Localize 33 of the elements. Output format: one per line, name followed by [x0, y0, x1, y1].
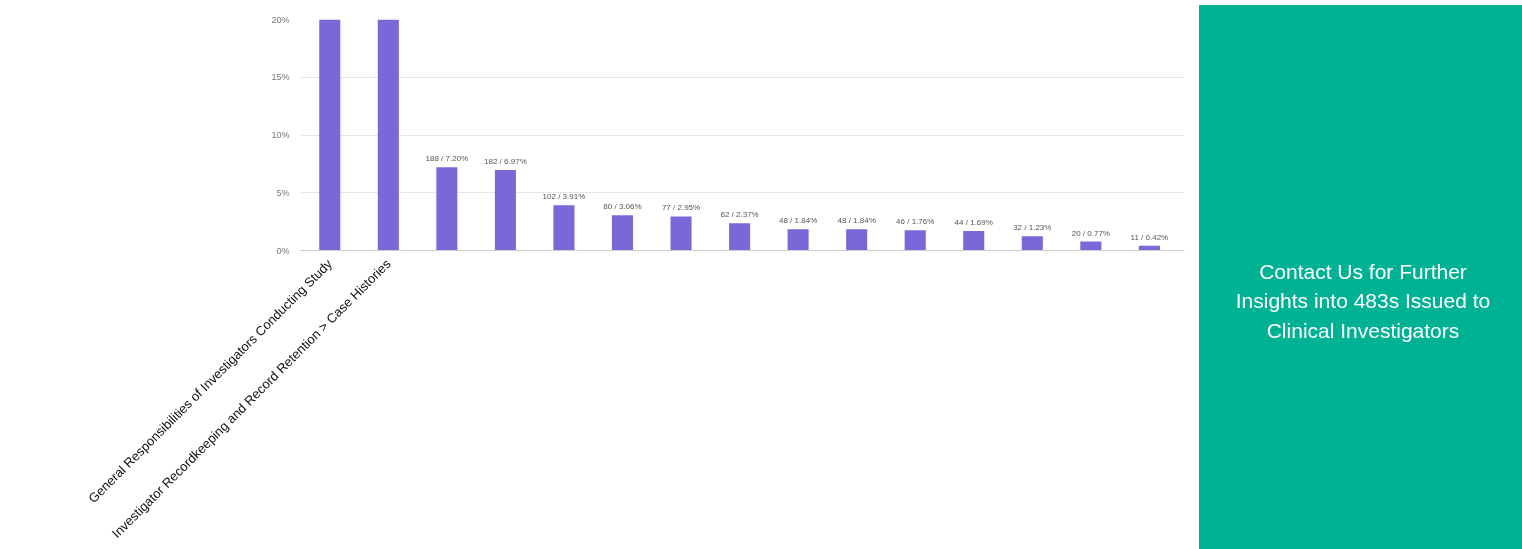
bar — [1080, 241, 1102, 251]
bar — [846, 229, 868, 251]
y-tick-label: 5% — [276, 187, 290, 198]
data-label: 188 / 7.20% — [425, 154, 469, 164]
data-label: 48 / 1.84% — [778, 216, 818, 226]
bar — [1021, 236, 1043, 251]
bar — [319, 19, 341, 251]
data-label: 102 / 3.91% — [542, 192, 586, 202]
bar — [729, 223, 751, 251]
data-label: 48 / 1.84% — [837, 216, 876, 226]
bar — [611, 215, 634, 251]
data-label: 11 / 0.42% — [1130, 232, 1169, 242]
data-label: 46 / 1.76% — [896, 217, 935, 227]
bar — [963, 230, 985, 251]
y-tick-label: 15% — [271, 72, 290, 83]
data-label: 62 / 2.37% — [720, 210, 759, 220]
y-tick-label: 10% — [271, 130, 290, 140]
data-label: 44 / 1.69% — [954, 217, 993, 227]
bar — [787, 229, 809, 251]
bar — [904, 230, 926, 251]
text: Contact Us for Further Insights into 483s Issued to Clinical Investigators — [1234, 259, 1492, 344]
bar — [436, 167, 458, 251]
bar — [670, 216, 692, 251]
y-tick-label: 0% — [276, 245, 290, 256]
data-label: 32 / 1.23% — [1013, 223, 1052, 233]
data-label: 77 / 2.95% — [661, 203, 701, 213]
bar — [494, 170, 516, 251]
data-label: 80 / 3.06% — [603, 202, 642, 212]
data-label: 182 / 6.97% — [484, 157, 527, 166]
data-label: 20 / 0.77% — [1071, 228, 1110, 238]
bar — [377, 19, 399, 251]
bar — [553, 205, 575, 251]
y-tick-label: 20% — [271, 14, 290, 25]
